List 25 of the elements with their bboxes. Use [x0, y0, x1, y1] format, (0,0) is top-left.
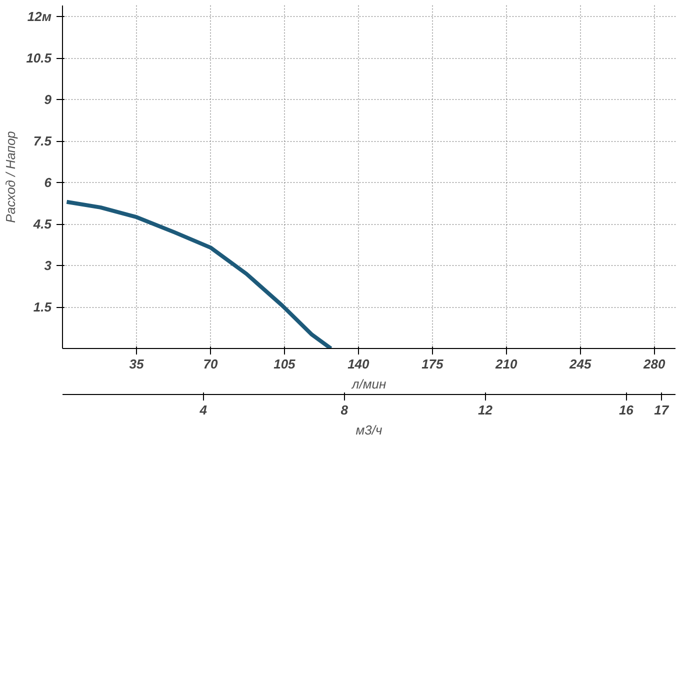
x2-tick-label: 4 — [198, 402, 208, 418]
y-tick-label: 3 — [44, 258, 52, 274]
x2-tick-label: 16 — [618, 402, 634, 418]
x-tick-label: 140 — [348, 356, 370, 372]
y-tick-label: 12м — [27, 9, 52, 24]
y-tick-label: 9 — [44, 92, 52, 108]
y-tick-label: 10.5 — [26, 50, 52, 66]
x-tick-label: 210 — [494, 356, 518, 372]
y-tick-label: 4.5 — [32, 216, 52, 232]
x-tick-label: 70 — [203, 356, 218, 372]
y-tick-label: 6 — [44, 175, 52, 190]
x2-axis-title: м3/ч — [356, 422, 383, 438]
y-tick-label: 1.5 — [33, 300, 52, 315]
x-tick-label: 280 — [642, 356, 666, 372]
y-tick-label: 7.5 — [33, 134, 52, 149]
y-axis-title: Расход / Напор — [3, 131, 18, 223]
x-tick-label: 35 — [129, 356, 144, 372]
x-tick-label: 175 — [422, 356, 444, 372]
x2-tick-label: 17 — [654, 402, 670, 418]
x2-tick-label: 8 — [340, 402, 349, 418]
x-tick-label: 105 — [274, 356, 296, 372]
x2-tick-label: 12 — [478, 402, 494, 418]
x-axis-title: л/мин — [350, 376, 386, 392]
x-tick-label: 245 — [568, 356, 592, 372]
line-series — [64, 200, 333, 348]
